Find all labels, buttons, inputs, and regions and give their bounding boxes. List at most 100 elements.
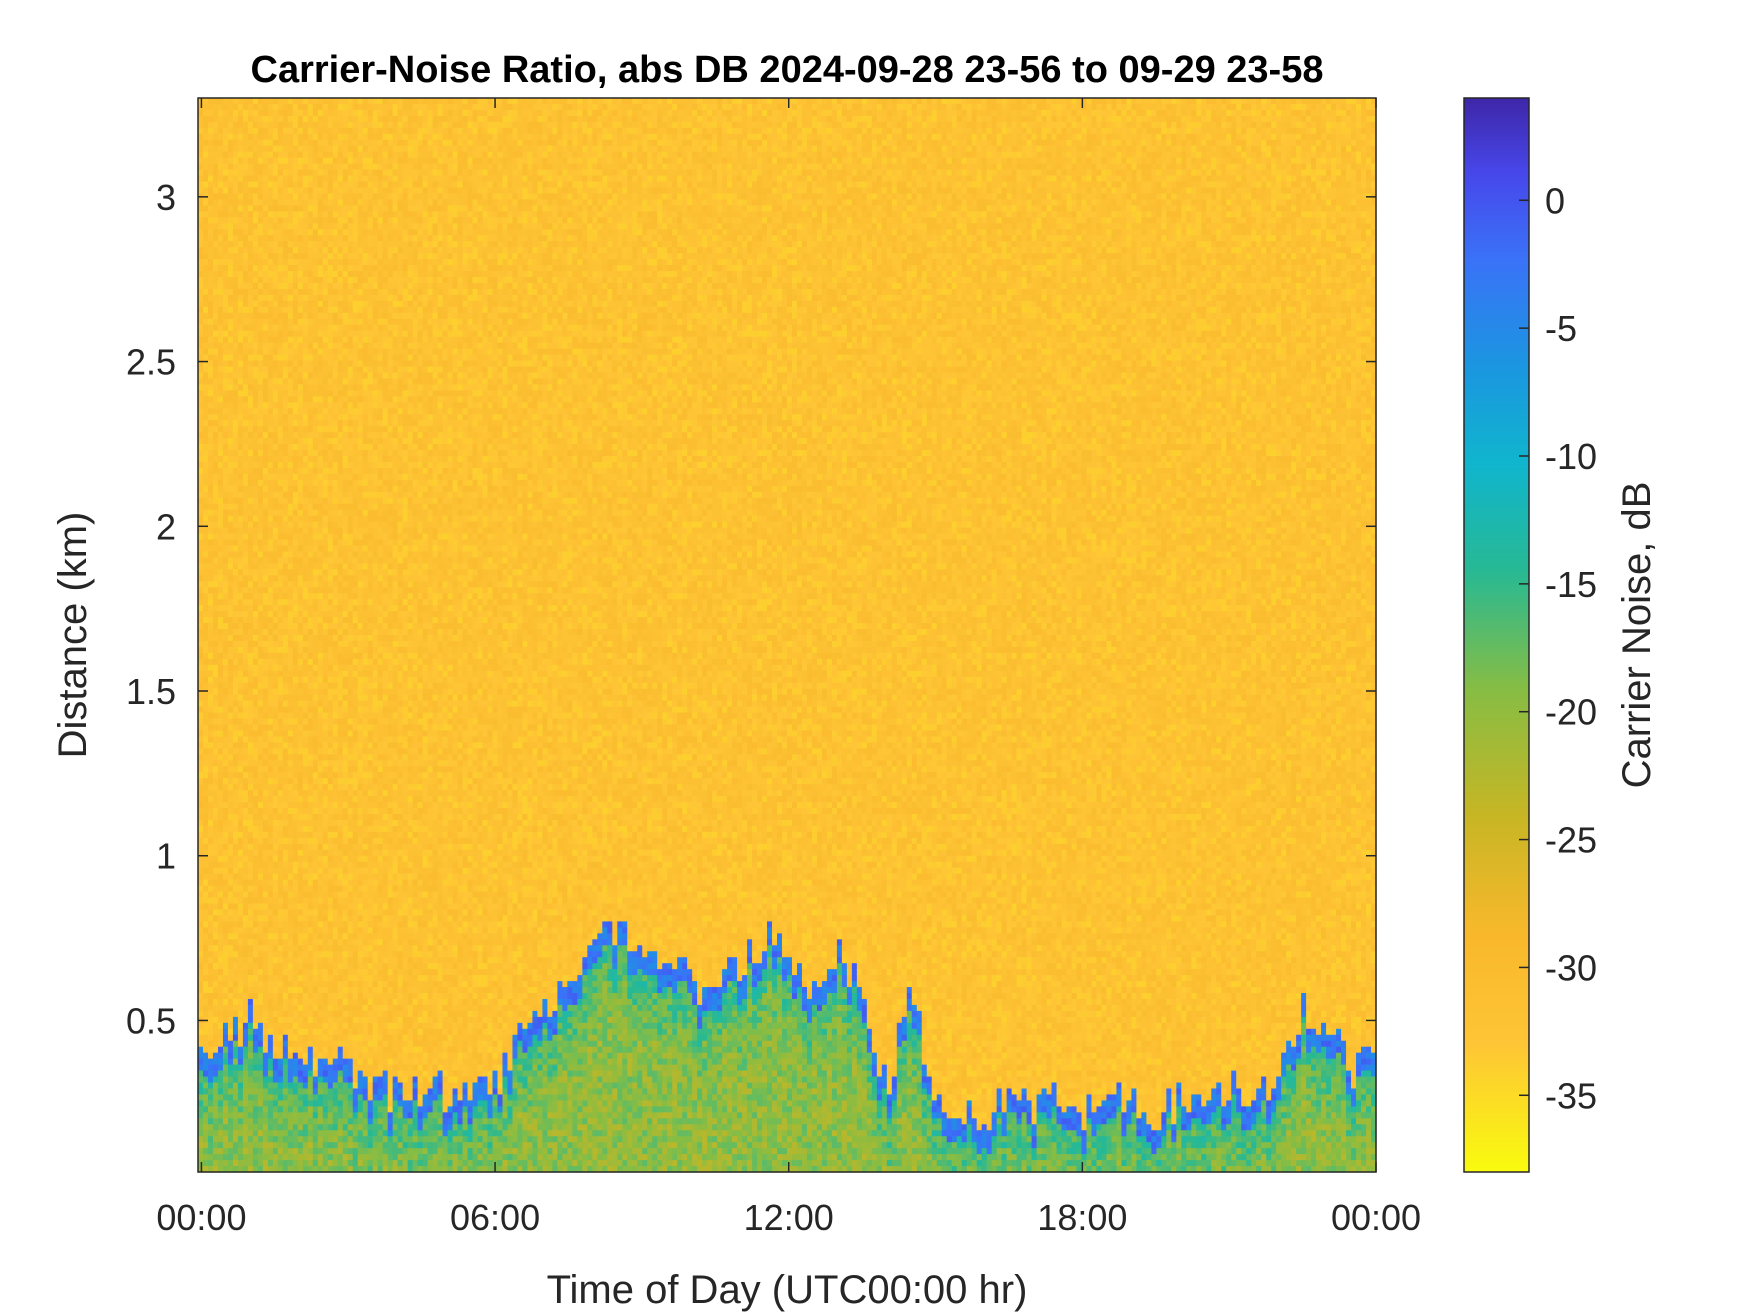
heatmap-cell <box>268 510 274 517</box>
heatmap-cell <box>263 856 269 863</box>
heatmap-cell <box>318 528 324 535</box>
heatmap-cell <box>248 1029 254 1036</box>
heatmap-cell <box>263 999 269 1006</box>
heatmap-cell <box>308 665 314 672</box>
heatmap-cell <box>283 874 289 881</box>
heatmap-cell <box>198 1005 204 1012</box>
heatmap-cell <box>228 1094 234 1101</box>
heatmap-cell <box>253 492 259 499</box>
heatmap-cell <box>258 1017 264 1024</box>
heatmap-cell <box>263 134 269 141</box>
heatmap-cell <box>263 826 269 833</box>
heatmap-cell <box>203 1088 209 1095</box>
heatmap-cell <box>303 343 309 350</box>
heatmap-cell <box>318 826 324 833</box>
heatmap-cell <box>278 1005 284 1012</box>
heatmap-cell <box>203 528 209 535</box>
heatmap-cell <box>198 915 204 922</box>
heatmap-cell <box>323 790 329 797</box>
heatmap-cell <box>253 540 259 547</box>
heatmap-cell <box>263 963 269 970</box>
heatmap-cell <box>248 414 254 421</box>
heatmap-cell <box>323 1059 329 1066</box>
heatmap-cell <box>333 856 339 863</box>
heatmap-cell <box>303 253 309 260</box>
heatmap-cell <box>288 969 294 976</box>
heatmap-cell <box>198 808 204 815</box>
heatmap-cell <box>283 581 289 588</box>
heatmap-cell <box>268 504 274 511</box>
heatmap-cell <box>228 939 234 946</box>
heatmap-cell <box>298 134 304 141</box>
heatmap-cell <box>328 850 334 857</box>
heatmap-cell <box>213 1112 219 1119</box>
heatmap-cell <box>228 193 234 200</box>
heatmap-cell <box>208 742 214 749</box>
heatmap-cell <box>303 766 309 773</box>
heatmap-cell <box>323 557 329 564</box>
heatmap-cell <box>278 892 284 899</box>
heatmap-cell <box>223 140 229 147</box>
heatmap-cell <box>303 719 309 726</box>
heatmap-cell <box>243 1118 249 1125</box>
heatmap-cell <box>248 886 254 893</box>
heatmap-cell <box>283 402 289 409</box>
heatmap-cell <box>208 1071 214 1078</box>
heatmap-cell <box>313 146 319 153</box>
heatmap-cell <box>233 1047 239 1054</box>
heatmap-cell <box>218 319 224 326</box>
heatmap-cell <box>243 587 249 594</box>
heatmap-cell <box>323 122 329 129</box>
heatmap-cell <box>233 748 239 755</box>
heatmap-cell <box>248 1094 254 1101</box>
heatmap-cell <box>258 569 264 576</box>
heatmap-cell <box>293 295 299 302</box>
heatmap-cell <box>203 617 209 624</box>
heatmap-cell <box>298 1118 304 1125</box>
heatmap-cell <box>318 659 324 666</box>
heatmap-cell <box>248 623 254 630</box>
heatmap-cell <box>268 939 274 946</box>
heatmap-cell <box>228 951 234 958</box>
heatmap-cell <box>223 289 229 296</box>
heatmap-cell <box>253 754 259 761</box>
heatmap-cell <box>283 951 289 958</box>
heatmap-cell <box>263 880 269 887</box>
heatmap-cell <box>253 874 259 881</box>
heatmap-cell <box>213 522 219 529</box>
heatmap-cell <box>258 748 264 755</box>
heatmap-cell <box>228 659 234 666</box>
heatmap-cell <box>293 898 299 905</box>
heatmap-cell <box>248 617 254 624</box>
heatmap-cell <box>268 241 274 248</box>
heatmap-cell <box>243 999 249 1006</box>
heatmap-cell <box>273 1088 279 1095</box>
heatmap-cell <box>298 486 304 493</box>
heatmap-cell <box>198 695 204 702</box>
heatmap-cell <box>218 1106 224 1113</box>
heatmap-cell <box>283 844 289 851</box>
heatmap-cell <box>293 199 299 206</box>
heatmap-cell <box>288 462 294 469</box>
heatmap-cell <box>233 301 239 308</box>
heatmap-cell <box>208 730 214 737</box>
heatmap-cell <box>303 659 309 666</box>
heatmap-cell <box>248 116 254 123</box>
heatmap-cell <box>228 337 234 344</box>
heatmap-cell <box>243 444 249 451</box>
heatmap-cell <box>288 128 294 135</box>
heatmap-cell <box>333 522 339 529</box>
heatmap-cell <box>263 253 269 260</box>
heatmap-cell <box>313 683 319 690</box>
heatmap-cell <box>313 408 319 415</box>
heatmap-cell <box>333 665 339 672</box>
heatmap-cell <box>218 152 224 159</box>
heatmap-cell <box>233 915 239 922</box>
heatmap-cell <box>263 1017 269 1024</box>
heatmap-cell <box>288 557 294 564</box>
heatmap-cell <box>223 719 229 726</box>
heatmap-cell <box>258 957 264 964</box>
heatmap-cell <box>278 1112 284 1119</box>
heatmap-cell <box>283 235 289 242</box>
heatmap-cell <box>243 1065 249 1072</box>
